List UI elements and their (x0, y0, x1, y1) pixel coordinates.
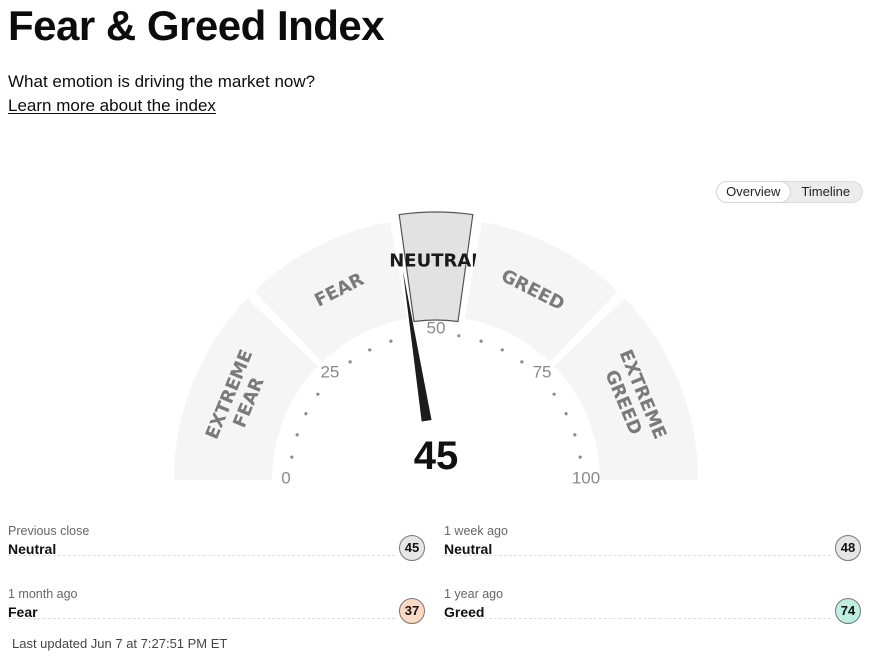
gauge-dot (552, 392, 556, 396)
gauge-dot (304, 412, 308, 416)
gauge-zone-extreme-greed (554, 298, 698, 480)
gauge-dot (520, 360, 524, 364)
score-badge: 37 (399, 598, 425, 624)
score-badge: 45 (399, 535, 425, 561)
view-toggle: Overview Timeline (716, 181, 863, 203)
gauge-dot (573, 433, 577, 437)
divider (8, 618, 395, 619)
stat-label: 1 year ago (444, 587, 504, 601)
page-subtitle: What emotion is driving the market now? (8, 72, 316, 91)
gauge-dot (348, 360, 352, 364)
gauge-tick-label: 50 (427, 319, 446, 338)
gauge-tick-label: 0 (281, 469, 290, 488)
gauge-svg: EXTREMEFEARFEARNEUTRALGREEDEXTREMEGREED0… (174, 211, 698, 488)
gauge-zone-label: NEUTRAL (389, 251, 483, 272)
gauge-needle (402, 270, 432, 422)
fear-greed-gauge: EXTREME FEAR FEAR NEUTRAL GREED EXTREME GREED 0… (174, 211, 698, 488)
stat-1-week-ago: 1 week ago Neutral 48 (444, 524, 861, 572)
gauge-tick-label: 25 (320, 362, 339, 381)
tab-timeline[interactable]: Timeline (801, 184, 851, 199)
score-badge: 74 (835, 598, 861, 624)
stat-previous-close: Previous close Neutral 45 (8, 524, 425, 572)
gauge-dot (457, 334, 461, 338)
gauge-dot (500, 348, 504, 352)
gauge-tick-label: 75 (533, 362, 552, 381)
stat-rating: Neutral (444, 541, 493, 557)
gauge-dot (290, 455, 294, 459)
divider (8, 555, 395, 556)
gauge-value: 45 (414, 434, 459, 478)
gauge-hub (382, 426, 490, 480)
gauge-zone-extreme-fear (174, 298, 318, 480)
stat-rating: Greed (444, 604, 485, 620)
gauge-dial (278, 322, 594, 480)
stat-label: 1 week ago (444, 524, 508, 538)
stat-label: Previous close (8, 524, 90, 538)
gauge-dot (479, 339, 483, 343)
score-badge: 48 (835, 535, 861, 561)
page-title: Fear & Greed Index (8, 2, 385, 49)
tab-overview[interactable]: Overview (717, 182, 790, 202)
divider (444, 618, 831, 619)
learn-more-link[interactable]: Learn more about the index (8, 96, 216, 115)
gauge-dot (564, 412, 568, 416)
stat-label: 1 month ago (8, 587, 78, 601)
gauge-dot (389, 339, 393, 343)
last-updated: Last updated Jun 7 at 7:27:51 PM ET (12, 636, 228, 651)
gauge-zone-greed (464, 222, 618, 362)
gauge-tick-label: 100 (572, 469, 600, 488)
gauge-dot (316, 392, 320, 396)
divider (444, 555, 831, 556)
stat-rating: Neutral (8, 541, 57, 557)
stat-1-year-ago: 1 year ago Greed 74 (444, 587, 861, 635)
stat-rating: Fear (8, 604, 38, 620)
gauge-dot (295, 433, 299, 437)
gauge-zone-neutral (398, 211, 474, 323)
stat-1-month-ago: 1 month ago Fear 37 (8, 587, 425, 635)
gauge-zone-fear (254, 222, 408, 362)
gauge-dot (578, 455, 582, 459)
gauge-dot (368, 348, 372, 352)
